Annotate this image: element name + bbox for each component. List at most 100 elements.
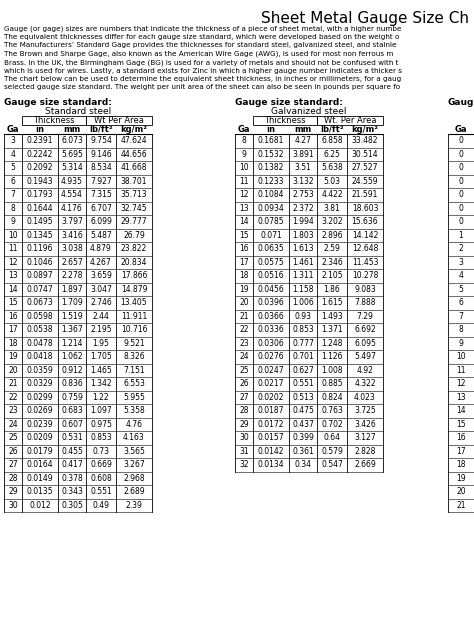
Text: 21.591: 21.591 (352, 190, 378, 199)
Text: 29.777: 29.777 (121, 217, 147, 226)
Text: 9.146: 9.146 (90, 150, 112, 159)
Text: 9: 9 (242, 150, 246, 159)
Text: 7.29: 7.29 (356, 312, 374, 321)
Text: 24: 24 (8, 420, 18, 428)
Text: 13: 13 (8, 271, 18, 280)
Text: 6.707: 6.707 (90, 204, 112, 213)
Text: 0.0934: 0.0934 (258, 204, 284, 213)
Text: 10.716: 10.716 (121, 325, 147, 334)
Text: 0.1681: 0.1681 (258, 137, 284, 145)
Text: 16: 16 (8, 312, 18, 321)
Text: 20: 20 (456, 487, 466, 496)
Text: 9.754: 9.754 (90, 137, 112, 145)
Bar (317, 116, 383, 125)
Text: 2.195: 2.195 (90, 325, 112, 334)
Text: 4.163: 4.163 (123, 434, 145, 442)
Text: 0.1046: 0.1046 (27, 258, 53, 267)
Text: selected gauge size standard. The weight per unit area of the sheet can also be : selected gauge size standard. The weight… (4, 85, 400, 90)
Text: 3: 3 (458, 258, 464, 267)
Text: Gaug: Gaug (448, 98, 474, 107)
Text: 1.097: 1.097 (90, 406, 112, 415)
Text: 2.346: 2.346 (321, 258, 343, 267)
Text: 0.0209: 0.0209 (27, 434, 53, 442)
Text: 3.891: 3.891 (292, 150, 314, 159)
Text: 1.008: 1.008 (321, 366, 343, 375)
Text: 5.314: 5.314 (61, 163, 83, 173)
Text: 0.399: 0.399 (292, 434, 314, 442)
Text: 0: 0 (458, 190, 464, 199)
Text: 6.073: 6.073 (61, 137, 83, 145)
Text: 2.372: 2.372 (292, 204, 314, 213)
Text: 26: 26 (8, 447, 18, 456)
Text: 0.551: 0.551 (90, 487, 112, 496)
Text: kg/m²: kg/m² (352, 125, 379, 134)
Text: 8: 8 (459, 325, 464, 334)
Text: 21: 21 (8, 379, 18, 388)
Text: 8.534: 8.534 (90, 163, 112, 173)
Text: 7: 7 (458, 312, 464, 321)
Text: 2.59: 2.59 (324, 244, 340, 253)
Text: 0.0179: 0.0179 (27, 447, 53, 456)
Text: 29: 29 (8, 487, 18, 496)
Text: 0.475: 0.475 (292, 406, 314, 415)
Text: The equivalent thicknesses differ for each gauge size standard, which were devel: The equivalent thicknesses differ for ea… (4, 33, 400, 39)
Text: 3.725: 3.725 (354, 406, 376, 415)
Text: 22: 22 (8, 392, 18, 402)
Text: 12.648: 12.648 (352, 244, 378, 253)
Text: 3.047: 3.047 (90, 285, 112, 294)
Text: 15: 15 (8, 298, 18, 307)
Text: 30: 30 (8, 501, 18, 510)
Text: 0.0276: 0.0276 (258, 352, 284, 362)
Text: 0.912: 0.912 (61, 366, 83, 375)
Text: 22: 22 (239, 325, 249, 334)
Text: 14: 14 (456, 406, 466, 415)
Text: in: in (36, 125, 45, 134)
Text: 0.0217: 0.0217 (258, 379, 284, 388)
Text: 1.22: 1.22 (93, 392, 109, 402)
Text: 47.624: 47.624 (121, 137, 147, 145)
Text: 28: 28 (239, 406, 249, 415)
Text: 0.0359: 0.0359 (27, 366, 54, 375)
Text: 2.657: 2.657 (61, 258, 83, 267)
Text: 0.551: 0.551 (292, 379, 314, 388)
Text: 0.305: 0.305 (61, 501, 83, 510)
Text: 0.437: 0.437 (292, 420, 314, 428)
Text: 5: 5 (10, 163, 16, 173)
Text: 0.0202: 0.0202 (258, 392, 284, 402)
Text: 4: 4 (458, 271, 464, 280)
Text: 3.132: 3.132 (292, 177, 314, 186)
Bar (253, 116, 317, 125)
Text: 0.702: 0.702 (321, 420, 343, 428)
Text: 3.659: 3.659 (90, 271, 112, 280)
Text: 2.105: 2.105 (321, 271, 343, 280)
Text: 4: 4 (10, 150, 16, 159)
Text: 0.1495: 0.1495 (27, 217, 53, 226)
Text: 0.2242: 0.2242 (27, 150, 53, 159)
Text: Thickness: Thickness (264, 116, 306, 125)
Text: 19: 19 (8, 352, 18, 362)
Text: 9: 9 (10, 217, 16, 226)
Text: 23: 23 (239, 339, 249, 348)
Text: 3.797: 3.797 (61, 217, 83, 226)
Text: 0.579: 0.579 (321, 447, 343, 456)
Text: 30: 30 (239, 434, 249, 442)
Text: 4.27: 4.27 (294, 137, 311, 145)
Text: 1.994: 1.994 (292, 217, 314, 226)
Text: 0.0478: 0.0478 (27, 339, 53, 348)
Text: 1.126: 1.126 (321, 352, 343, 362)
Text: 0.0164: 0.0164 (27, 460, 53, 469)
Text: 5.497: 5.497 (354, 352, 376, 362)
Text: 24.559: 24.559 (352, 177, 378, 186)
Text: 0.378: 0.378 (61, 474, 83, 483)
Text: 0.627: 0.627 (292, 366, 314, 375)
Text: 0.0336: 0.0336 (258, 325, 284, 334)
Text: 19: 19 (456, 474, 466, 483)
Text: 6.553: 6.553 (123, 379, 145, 388)
Text: 2: 2 (459, 244, 464, 253)
Text: 7.315: 7.315 (90, 190, 112, 199)
Text: 0.0172: 0.0172 (258, 420, 284, 428)
Text: 6.858: 6.858 (321, 137, 343, 145)
Text: 2.39: 2.39 (126, 501, 143, 510)
Text: 0.763: 0.763 (321, 406, 343, 415)
Text: 0.0575: 0.0575 (258, 258, 284, 267)
